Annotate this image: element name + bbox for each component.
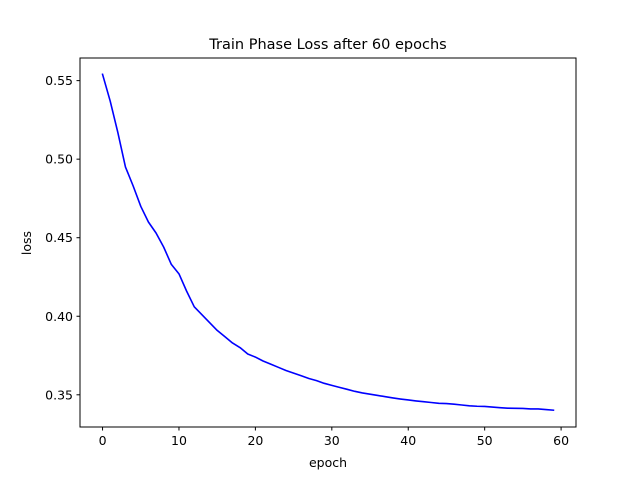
x-tick-label: 60 xyxy=(553,433,569,448)
x-tick-label: 40 xyxy=(400,433,416,448)
chart-title: Train Phase Loss after 60 epochs xyxy=(208,37,446,53)
x-tick-label: 0 xyxy=(99,433,107,448)
y-axis: 0.35 0.40 0.45 0.50 0.55 xyxy=(45,73,80,402)
loss-series-line xyxy=(101,73,555,412)
y-tick-label: 0.50 xyxy=(45,152,73,167)
x-axis: 0 10 20 30 40 50 60 xyxy=(99,427,569,448)
y-tick-label: 0.55 xyxy=(45,73,73,88)
x-axis-label: epoch xyxy=(309,455,347,470)
y-tick-label: 0.35 xyxy=(45,387,73,402)
y-tick-label: 0.40 xyxy=(45,309,73,324)
x-tick-label: 30 xyxy=(324,433,340,448)
x-tick-label: 10 xyxy=(171,433,187,448)
x-tick-label: 50 xyxy=(477,433,493,448)
x-tick-label: 20 xyxy=(247,433,263,448)
y-axis-label: loss xyxy=(19,231,34,255)
y-tick-label: 0.45 xyxy=(45,230,73,245)
plot-area-frame xyxy=(79,57,577,428)
